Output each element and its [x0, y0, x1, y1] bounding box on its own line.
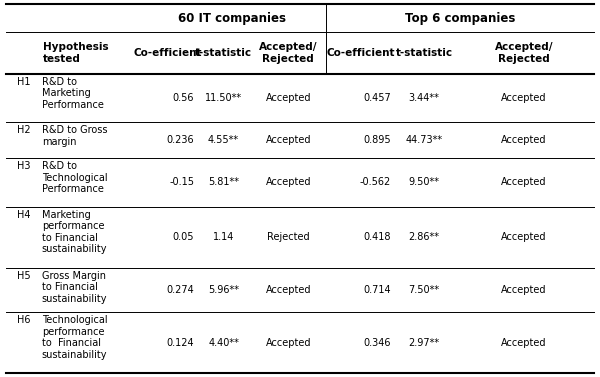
Text: 2.86**: 2.86**: [409, 232, 440, 242]
Text: Accepted/
Rejected: Accepted/ Rejected: [259, 42, 317, 64]
Text: Accepted: Accepted: [265, 135, 311, 145]
Text: 7.50**: 7.50**: [409, 285, 440, 295]
Text: H2: H2: [17, 125, 31, 135]
Text: Accepted: Accepted: [501, 338, 547, 348]
Text: Accepted: Accepted: [265, 93, 311, 103]
Text: 0.124: 0.124: [167, 338, 194, 348]
Text: t-statistic: t-statistic: [195, 48, 252, 58]
Text: Marketing
performance
to Financial
sustainability: Marketing performance to Financial susta…: [42, 210, 107, 254]
Text: R&D to
Marketing
Performance: R&D to Marketing Performance: [42, 77, 104, 110]
Text: 0.457: 0.457: [364, 93, 391, 103]
Text: 11.50**: 11.50**: [205, 93, 242, 103]
Text: 0.236: 0.236: [167, 135, 194, 145]
Text: Accepted: Accepted: [501, 93, 547, 103]
Text: Top 6 companies: Top 6 companies: [405, 12, 515, 25]
Text: 0.05: 0.05: [173, 232, 194, 242]
Text: Rejected: Rejected: [267, 232, 310, 242]
Text: 60 IT companies: 60 IT companies: [178, 12, 286, 25]
Text: 0.346: 0.346: [364, 338, 391, 348]
Text: 44.73**: 44.73**: [406, 135, 443, 145]
Text: Accepted: Accepted: [501, 178, 547, 187]
Text: Technological
performance
to  Financial
sustainability: Technological performance to Financial s…: [42, 315, 107, 360]
Text: H5: H5: [17, 271, 31, 281]
Text: Co-efficient: Co-efficient: [326, 48, 395, 58]
Text: 0.418: 0.418: [364, 232, 391, 242]
Text: Accepted: Accepted: [265, 178, 311, 187]
Text: Co-efficient: Co-efficient: [133, 48, 202, 58]
Text: Accepted: Accepted: [265, 338, 311, 348]
Text: 0.714: 0.714: [364, 285, 391, 295]
Text: Hypothesis
tested: Hypothesis tested: [43, 42, 109, 64]
Text: t-statistic: t-statistic: [395, 48, 452, 58]
Text: Accepted: Accepted: [501, 285, 547, 295]
Text: -0.562: -0.562: [360, 178, 391, 187]
Text: 4.55**: 4.55**: [208, 135, 239, 145]
Text: H1: H1: [17, 77, 31, 87]
Text: Accepted/
Rejected: Accepted/ Rejected: [495, 42, 553, 64]
Text: 9.50**: 9.50**: [409, 178, 440, 187]
Text: 0.56: 0.56: [173, 93, 194, 103]
Text: 0.274: 0.274: [166, 285, 194, 295]
Text: 1.14: 1.14: [213, 232, 234, 242]
Text: 4.40**: 4.40**: [208, 338, 239, 348]
Text: R&D to
Technological
Performance: R&D to Technological Performance: [42, 161, 107, 194]
Text: Accepted: Accepted: [265, 285, 311, 295]
Text: 3.44**: 3.44**: [409, 93, 440, 103]
Text: Accepted: Accepted: [501, 232, 547, 242]
Text: Accepted: Accepted: [501, 135, 547, 145]
Text: 5.96**: 5.96**: [208, 285, 239, 295]
Text: 0.895: 0.895: [364, 135, 391, 145]
Text: 5.81**: 5.81**: [208, 178, 239, 187]
Text: H4: H4: [17, 210, 31, 219]
Text: R&D to Gross
margin: R&D to Gross margin: [42, 125, 107, 147]
Text: H6: H6: [17, 315, 31, 325]
Text: H3: H3: [17, 161, 31, 171]
Text: -0.15: -0.15: [169, 178, 194, 187]
Text: 2.97**: 2.97**: [409, 338, 440, 348]
Text: Gross Margin
to Financial
sustainability: Gross Margin to Financial sustainability: [42, 271, 107, 304]
